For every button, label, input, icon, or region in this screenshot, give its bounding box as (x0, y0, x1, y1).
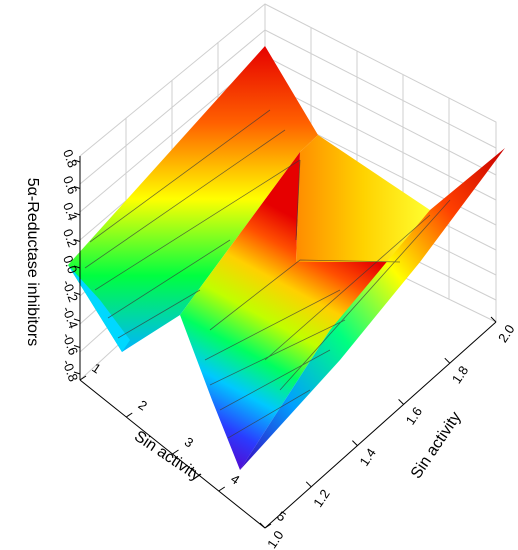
z-tick-mark (73, 371, 81, 375)
y-tick-mark (305, 481, 312, 488)
z-tick-mark (73, 239, 81, 242)
z-tick-label: -0.2 (59, 278, 81, 304)
z-axis-label: 5α-Reductase inhibitors (24, 178, 41, 346)
x-tick-label: 4 (228, 471, 242, 487)
y-tick-label: 2.0 (495, 322, 518, 345)
y-tick-label: 1.0 (264, 528, 287, 550)
x-tick-label: 3 (182, 434, 196, 450)
z-tick-label: -0.8 (59, 357, 81, 383)
z-tick-label: 0.8 (60, 147, 80, 169)
z-tick-mark (73, 345, 81, 348)
x-tick-label: 2 (136, 397, 150, 413)
surface-back-panel (68, 46, 318, 352)
surface (68, 46, 505, 470)
surface-right-panel (296, 135, 430, 262)
y-tick-mark (444, 357, 451, 364)
x-tick-label: 1 (89, 360, 103, 376)
y-tick-mark (259, 522, 266, 529)
surface-cyan-tip (68, 265, 130, 352)
z-axis-ticks: -0.8-0.6-0.4-0.2 0.0 0.2 0.4 0.6 0.8 (59, 147, 81, 383)
z-tick-label: 0.2 (60, 227, 80, 249)
y-tick-mark (490, 316, 497, 323)
y-tick-label: 1.8 (449, 363, 472, 386)
y-tick-label: 1.2 (310, 487, 333, 510)
y-axis-line (264, 321, 497, 529)
z-tick-mark (73, 265, 81, 269)
x-tick-mark (125, 412, 133, 418)
contour-lines (84, 109, 451, 439)
surface-front-panel (180, 152, 400, 470)
z-tick-label: -0.6 (59, 331, 81, 357)
z-tick-label: 0.4 (60, 200, 80, 222)
y-tick-label: 1.6 (403, 404, 426, 427)
x-tick-mark (218, 486, 226, 492)
z-tick-mark (73, 186, 81, 189)
y-tick-mark (398, 399, 404, 405)
z-tick-mark (73, 318, 81, 322)
z-tick-mark (73, 292, 81, 295)
y-tick-label: 1.4 (356, 445, 379, 468)
z-tick-mark (73, 212, 81, 216)
x-tick-mark (79, 375, 87, 381)
y-tick-mark (352, 440, 358, 446)
surface-ridge-panel (240, 148, 505, 470)
z-tick-label: 0.0 (60, 253, 80, 275)
z-tick-mark (73, 159, 81, 163)
z-tick-label: 0.6 (60, 174, 80, 196)
z-tick-label: -0.4 (59, 304, 81, 330)
x-tick-label: 5 (274, 508, 288, 524)
x-tick-mark (172, 449, 179, 455)
